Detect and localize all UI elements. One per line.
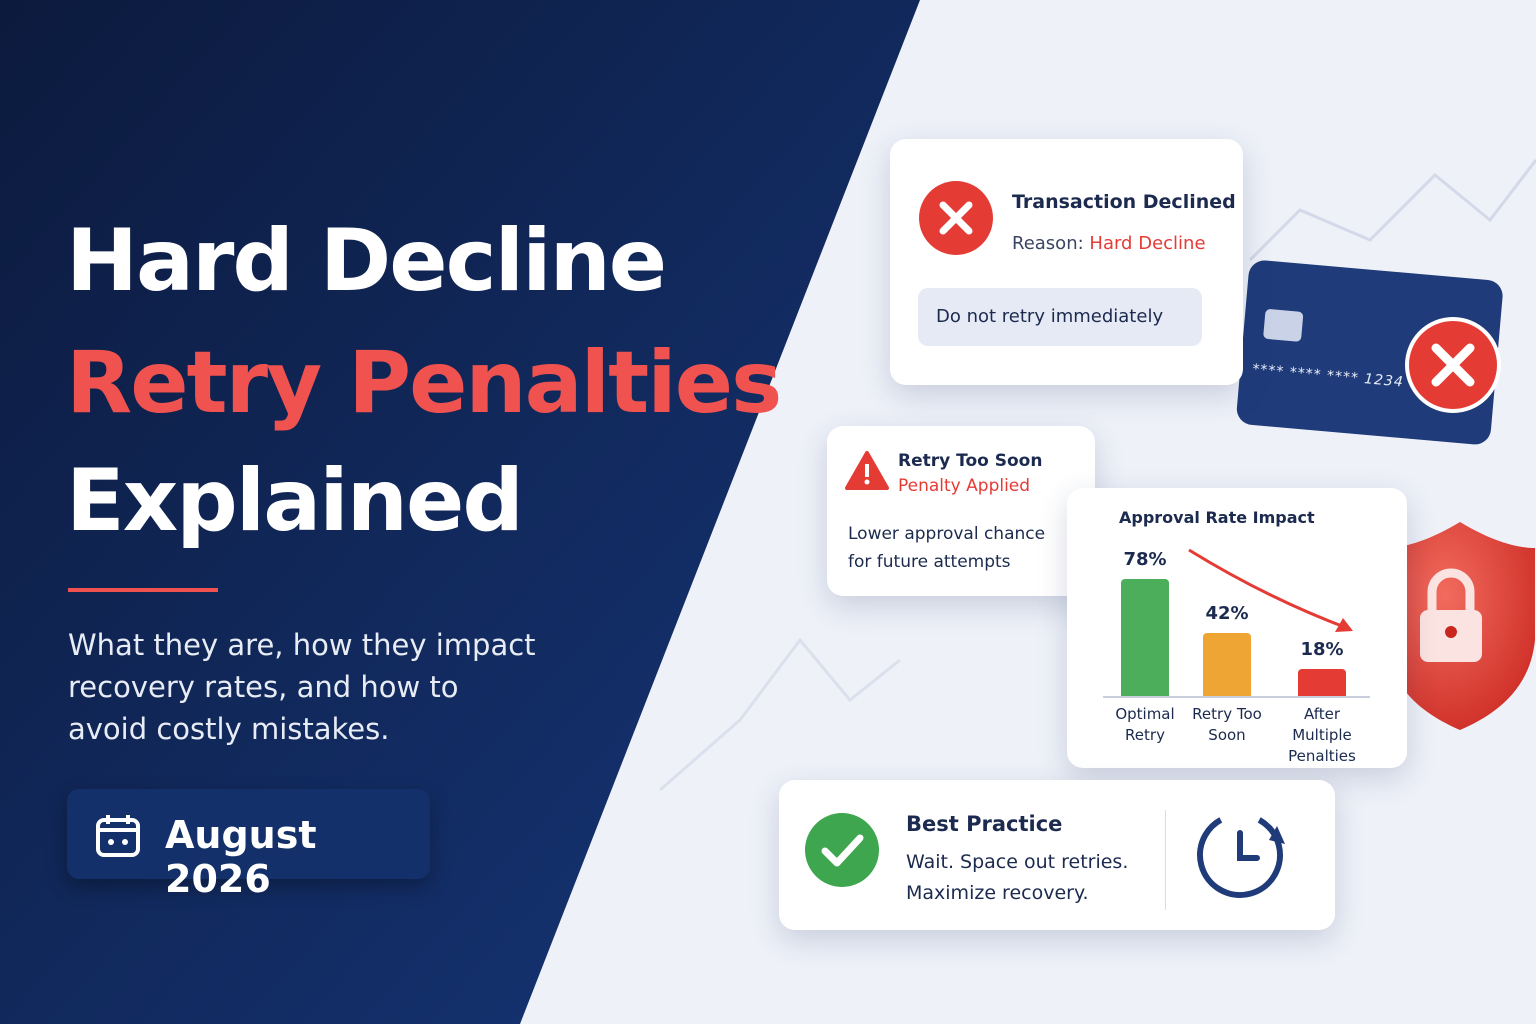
title-line: Explained [66,451,524,551]
card-title: Retry Too Soon [898,451,1043,471]
subtitle: What they are, how they impact recovery … [68,628,536,746]
value-label: 18% [1300,639,1344,660]
text-line: Wait. Space out retries. [906,851,1129,873]
status: Penalty Applied [898,476,1031,496]
date: August 2026 [165,813,317,901]
chart-decor [1103,548,1370,698]
chart-card: Approval Rate Impact 78% Optimal Retry 42%… [1067,488,1407,768]
text-line: Maximize recovery. [906,882,1089,904]
title-line: Hard Decline [66,211,667,311]
error-icon [919,181,993,255]
value-label: 42% [1205,603,1249,624]
penalty-card: Retry Too Soon Penalty Applied Lower app… [827,426,1095,596]
card-title: Transaction Declined [1012,191,1236,213]
divider [1165,810,1166,910]
title-line: Retry Penalties [66,333,782,433]
chart-title: Approval Rate Impact [1119,508,1315,527]
value-label: 78% [1123,549,1167,570]
reason: Hard Decline [1089,233,1206,254]
bar [1298,669,1346,696]
calendar-icon [96,815,140,857]
check-icon [805,813,879,887]
warning-icon [845,451,889,490]
category-label: After Multiple Penalties [1288,705,1356,765]
bar [1203,633,1251,696]
category-label: Retry Too Soon [1192,705,1262,744]
category-label: Optimal Retry [1115,705,1175,744]
underline [68,588,218,592]
card-title: Best Practice [906,812,1063,836]
penalty-text: Lower approval chance for future attempt… [848,524,1046,572]
date-pill: August 2026 [67,789,430,901]
reason-label: Reason: [1012,233,1084,254]
bar [1121,579,1169,696]
note: Do not retry immediately [918,288,1202,346]
decline-card: Transaction Declined Reason: Hard Declin… [890,139,1243,385]
clock-icon [1197,812,1285,898]
best-practice-card: Best Practice Wait. Space out retries. M… [779,780,1335,930]
